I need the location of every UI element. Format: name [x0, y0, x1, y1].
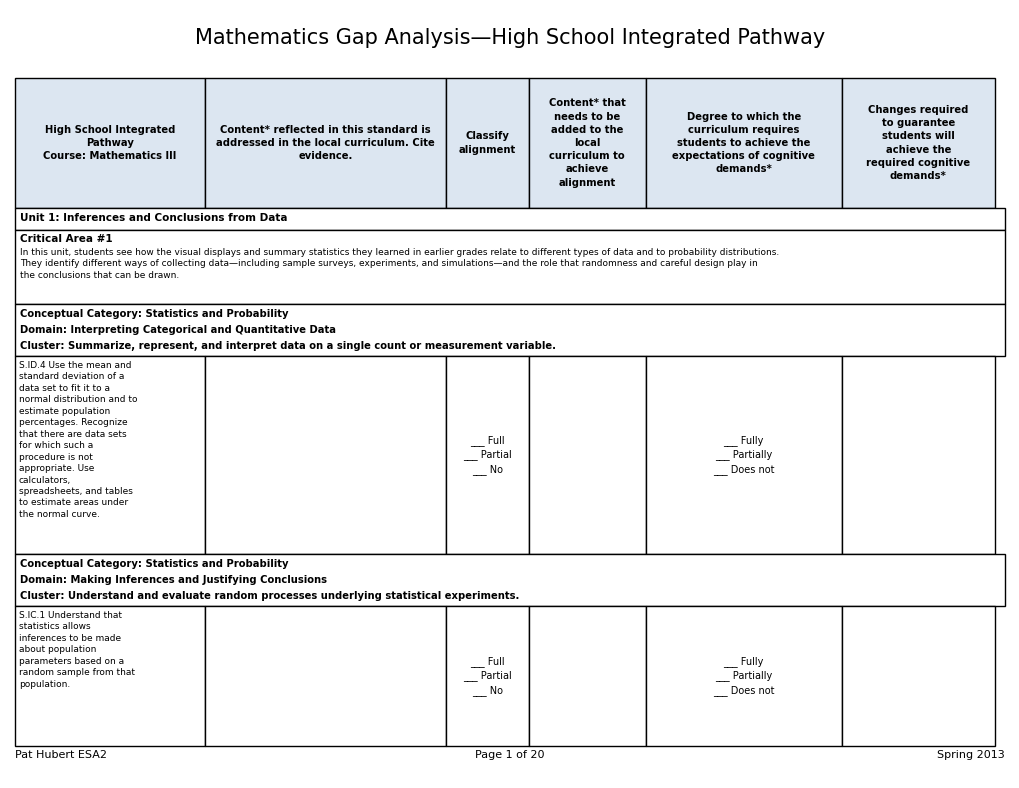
Text: Page 1 of 20: Page 1 of 20	[475, 750, 544, 760]
Text: Cluster: Summarize, represent, and interpret data on a single count or measureme: Cluster: Summarize, represent, and inter…	[20, 341, 555, 351]
Text: Critical Area #1: Critical Area #1	[20, 234, 112, 244]
Text: ___ Full
___ Partial
___ No: ___ Full ___ Partial ___ No	[463, 656, 512, 697]
Bar	[15, 606, 205, 746]
Bar	[445, 606, 528, 746]
Text: Mathematics Gap Analysis—High School Integrated Pathway: Mathematics Gap Analysis—High School Int…	[195, 28, 824, 48]
Bar	[205, 606, 445, 746]
Bar	[528, 78, 645, 208]
Bar	[528, 356, 645, 554]
Bar	[445, 356, 528, 554]
Bar	[445, 78, 528, 208]
Text: Changes required
to guarantee
students will
achieve the
required cognitive
deman: Changes required to guarantee students w…	[865, 105, 969, 181]
Bar	[528, 606, 645, 746]
Text: ___ Fully
___ Partially
___ Does not: ___ Fully ___ Partially ___ Does not	[712, 435, 773, 475]
Bar	[15, 304, 1004, 356]
Bar	[205, 78, 445, 208]
Text: Unit 1: Inferences and Conclusions from Data: Unit 1: Inferences and Conclusions from …	[20, 213, 287, 223]
Text: Classify
alignment: Classify alignment	[459, 132, 516, 154]
Text: Content* that
needs to be
added to the
local
curriculum to
achieve
alignment: Content* that needs to be added to the l…	[548, 98, 625, 188]
Bar	[645, 356, 841, 554]
Text: High School Integrated
Pathway
Course: Mathematics III: High School Integrated Pathway Course: M…	[44, 125, 176, 162]
Text: Conceptual Category: Statistics and Probability: Conceptual Category: Statistics and Prob…	[20, 559, 288, 569]
Bar	[15, 230, 1004, 304]
Bar	[15, 208, 1004, 230]
Text: Conceptual Category: Statistics and Probability: Conceptual Category: Statistics and Prob…	[20, 309, 288, 319]
Bar	[645, 78, 841, 208]
Bar	[15, 554, 1004, 606]
Bar	[205, 356, 445, 554]
Text: S.ID.4 Use the mean and
standard deviation of a
data set to fit it to a
normal d: S.ID.4 Use the mean and standard deviati…	[19, 361, 138, 519]
Text: Degree to which the
curriculum requires
students to achieve the
expectations of : Degree to which the curriculum requires …	[672, 112, 814, 174]
Text: ___ Fully
___ Partially
___ Does not: ___ Fully ___ Partially ___ Does not	[712, 656, 773, 697]
Text: Cluster: Understand and evaluate random processes underlying statistical experim: Cluster: Understand and evaluate random …	[20, 591, 519, 601]
Text: Domain: Interpreting Categorical and Quantitative Data: Domain: Interpreting Categorical and Qua…	[20, 325, 335, 335]
Text: Spring 2013: Spring 2013	[936, 750, 1004, 760]
Text: Pat Hubert ESA2: Pat Hubert ESA2	[15, 750, 107, 760]
Bar	[645, 606, 841, 746]
Bar	[841, 606, 995, 746]
Text: ___ Full
___ Partial
___ No: ___ Full ___ Partial ___ No	[463, 435, 512, 475]
Text: Domain: Making Inferences and Justifying Conclusions: Domain: Making Inferences and Justifying…	[20, 575, 327, 585]
Text: In this unit, students see how the visual displays and summary statistics they l: In this unit, students see how the visua…	[20, 248, 779, 280]
Bar	[841, 356, 995, 554]
Text: S.IC.1 Understand that
statistics allows
inferences to be made
about population
: S.IC.1 Understand that statistics allows…	[19, 611, 135, 689]
Bar	[15, 356, 205, 554]
Text: Content* reflected in this standard is
addressed in the local curriculum. Cite
e: Content* reflected in this standard is a…	[216, 125, 434, 162]
Bar	[841, 78, 995, 208]
Bar	[15, 78, 205, 208]
